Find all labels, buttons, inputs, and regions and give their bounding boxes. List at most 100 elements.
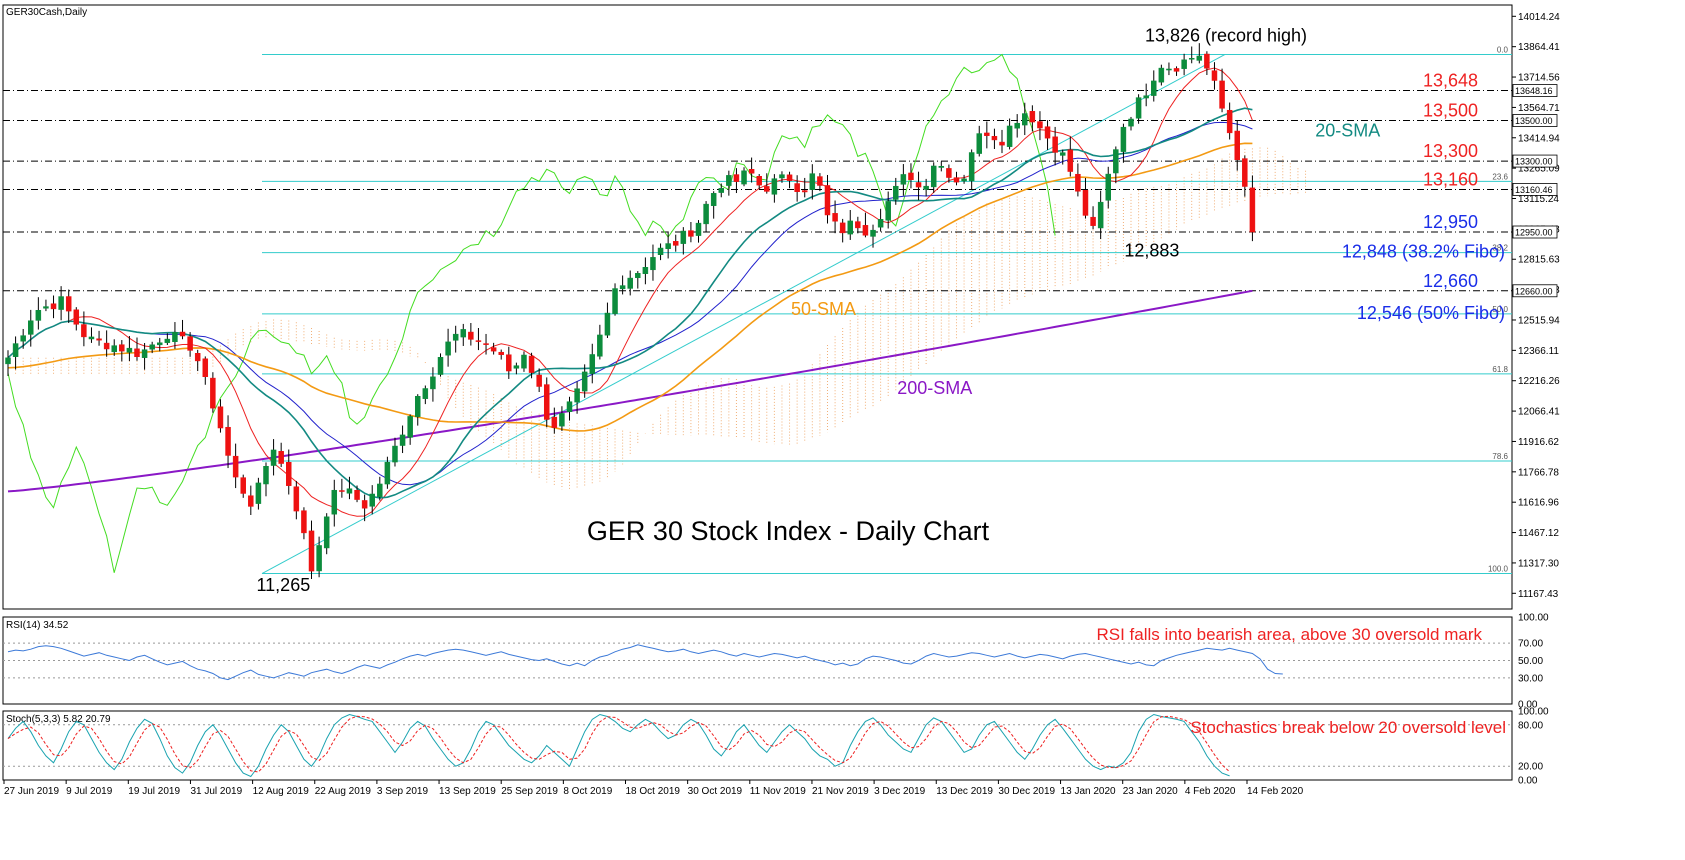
candle-body <box>119 344 125 352</box>
candle-body <box>946 168 952 178</box>
date-tick-label: 23 Jan 2020 <box>1123 786 1178 797</box>
candle-body <box>1249 187 1256 233</box>
annotation-label: 200-SMA <box>897 378 972 398</box>
candle-body <box>665 243 671 249</box>
level-tag-label: 12950.00 <box>1515 228 1553 238</box>
fibo-level-label: 100.0 <box>1488 565 1509 574</box>
candle-body <box>293 486 300 512</box>
candle-body <box>263 465 269 485</box>
price-tick-label: 11916.62 <box>1518 437 1559 448</box>
candle-body <box>483 343 489 345</box>
level-tag-label: 12660.00 <box>1515 286 1553 296</box>
chart-title: GER 30 Stock Index - Daily Chart <box>587 516 990 546</box>
main-panel-frame <box>2 4 1513 610</box>
candle-body <box>604 312 611 336</box>
candle-body <box>1151 80 1157 96</box>
candle-body <box>278 451 284 464</box>
candle-body <box>286 462 292 486</box>
candle-body <box>680 230 687 244</box>
stoch-comment: Stochastics break below 20 oversold leve… <box>1190 718 1506 737</box>
date-tick-label: 21 Nov 2019 <box>812 786 869 797</box>
candle-body <box>801 190 808 193</box>
candle-body <box>399 434 406 446</box>
stoch-tick-label: 0.00 <box>1518 776 1538 787</box>
candle-body <box>73 309 80 325</box>
candle-body <box>28 320 34 335</box>
candle-body <box>581 371 588 392</box>
candle-body <box>551 416 558 428</box>
candle-body <box>619 285 626 290</box>
candle-body <box>961 178 967 182</box>
rsi-line <box>7 644 1283 681</box>
candle-body <box>976 133 982 154</box>
candle-body <box>1075 173 1081 192</box>
candle-body <box>672 241 679 246</box>
candle-body <box>1029 111 1036 123</box>
candle-body <box>308 530 315 572</box>
date-tick-label: 3 Sep 2019 <box>377 786 429 797</box>
candle-body <box>1219 80 1225 109</box>
date-tick-label: 22 Aug 2019 <box>315 786 372 797</box>
candle-body <box>157 342 163 346</box>
candle-body <box>635 273 641 279</box>
price-tick-label: 13414.94 <box>1518 133 1560 144</box>
candle-body <box>1090 216 1096 226</box>
candle-body <box>12 343 19 357</box>
candle-body <box>460 329 467 338</box>
main-panel-label: GER30Cash,Daily <box>6 7 87 18</box>
candle-body <box>35 310 42 321</box>
date-tick-label: 30 Dec 2019 <box>998 786 1055 797</box>
candle-body <box>1234 130 1240 161</box>
candle-body <box>88 336 95 340</box>
candle-body <box>809 173 816 190</box>
date-axis: 27 Jun 2019 9 Jul 2019 19 Jul 2019 31 Jul 2… <box>3 780 1304 797</box>
candle-body <box>81 324 87 338</box>
candle-body <box>5 357 11 365</box>
fibo-levels: 0.0 23.6 38.2 50.0 61.8 78.6 100.0 <box>261 45 1512 575</box>
candle-body <box>179 331 186 337</box>
candle-body <box>255 482 262 504</box>
stoch-panel-label: Stoch(5,3,3) 5.82 20.79 <box>6 714 111 725</box>
price-tick-label: 13564.71 <box>1518 103 1560 114</box>
candle-body <box>232 455 239 478</box>
candle-body <box>528 355 535 373</box>
annotation-label: 50-SMA <box>791 299 856 319</box>
candle-body <box>893 185 899 200</box>
price-tick-label: 13864.41 <box>1518 42 1560 53</box>
candle-body <box>361 500 368 509</box>
candle-body <box>422 388 429 399</box>
price-tick-label: 14014.24 <box>1518 12 1560 23</box>
candle-body <box>1181 59 1187 69</box>
candle-body <box>938 166 945 168</box>
level-label: 13,160 <box>1423 169 1478 189</box>
candle-body <box>817 176 823 186</box>
level-tag-box <box>1512 154 1558 168</box>
annotation-label: 13,826 (record high) <box>1145 25 1307 45</box>
date-tick-label: 12 Aug 2019 <box>253 786 310 797</box>
level-label: 13,300 <box>1423 141 1478 161</box>
candle-body <box>134 348 140 357</box>
candle-body <box>58 296 64 310</box>
candle-body <box>794 183 800 192</box>
candle-body <box>589 354 596 374</box>
rsi-tick-label: 0.00 <box>1518 700 1538 711</box>
candle-body <box>96 338 102 341</box>
candle-body <box>915 182 922 188</box>
candle-body <box>430 376 436 390</box>
candle-body <box>126 347 133 353</box>
candle-body <box>703 203 709 225</box>
candle-body <box>225 426 231 456</box>
candle-body <box>414 395 421 417</box>
price-tick-label: 11167.43 <box>1518 589 1559 600</box>
candle-body <box>847 220 854 235</box>
price-tick-label: 11616.96 <box>1518 498 1559 509</box>
date-tick-label: 27 Jun 2019 <box>4 786 59 797</box>
level-tag-label: 13160.46 <box>1515 185 1553 195</box>
date-tick-label: 25 Sep 2019 <box>501 786 558 797</box>
candles <box>5 43 1256 580</box>
candle-body <box>559 413 565 427</box>
stoch-tick-label: 100.00 <box>1518 707 1549 718</box>
price-tick-label: 11766.78 <box>1518 467 1559 478</box>
candle-body <box>240 477 246 494</box>
